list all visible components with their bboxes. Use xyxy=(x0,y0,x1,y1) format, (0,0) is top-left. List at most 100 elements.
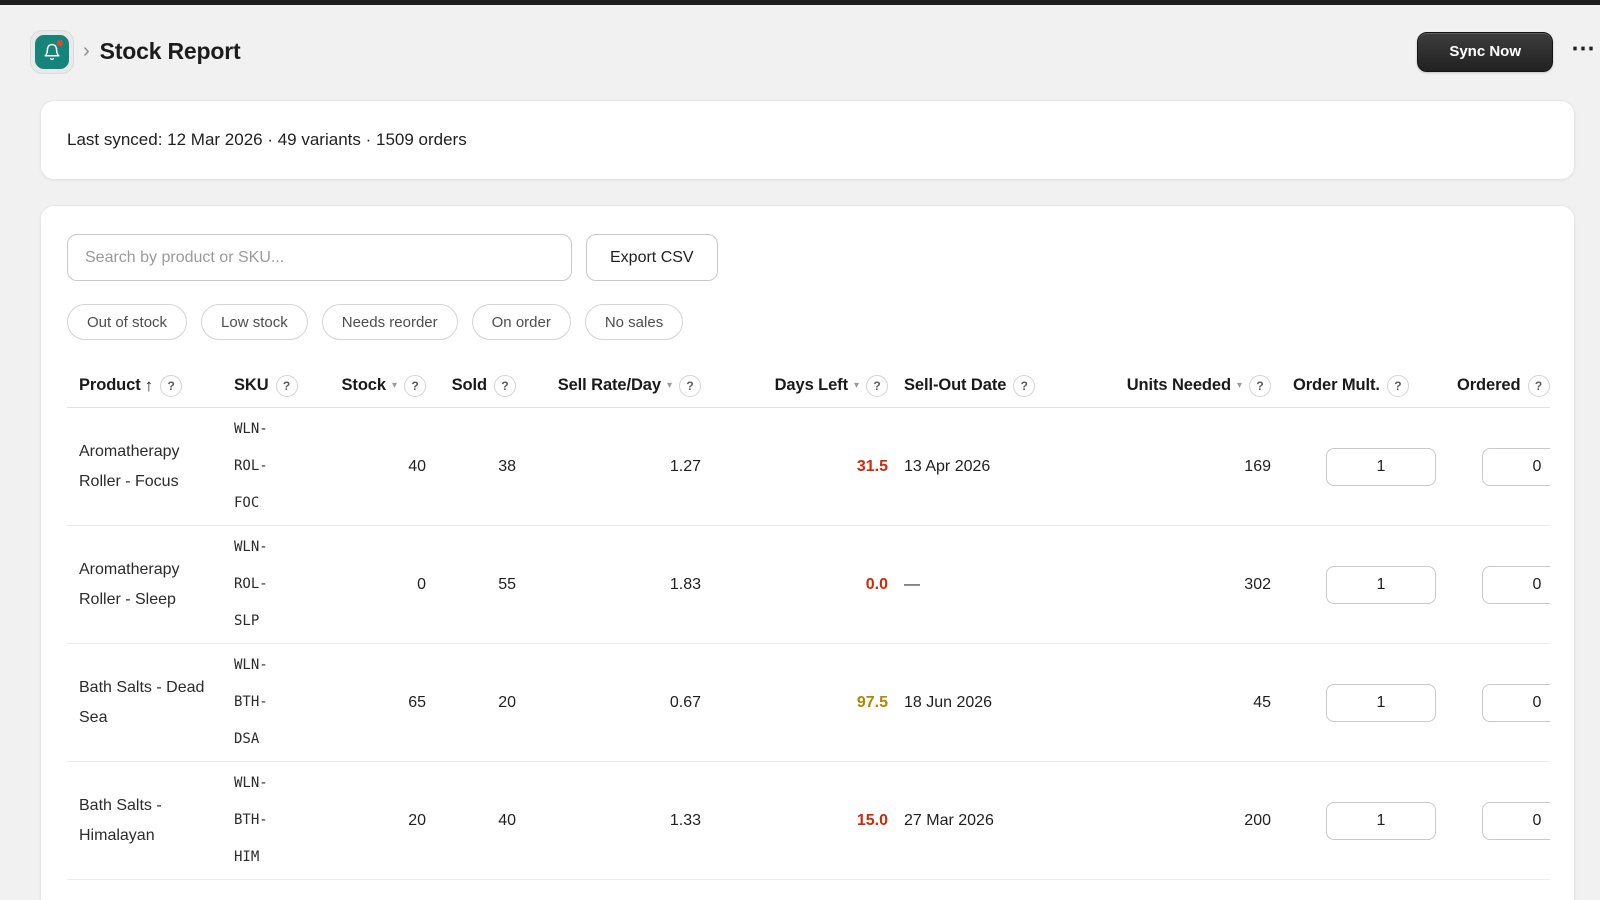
order-mult-input[interactable] xyxy=(1326,447,1436,486)
order-mult-cell xyxy=(1276,683,1438,722)
column-header-units-needed[interactable]: Units Needed ▾ ? xyxy=(1061,374,1276,397)
help-icon[interactable]: ? xyxy=(679,374,701,397)
sell-rate-value: 0.67 xyxy=(669,693,701,711)
column-header-sold[interactable]: Sold ? xyxy=(433,374,524,397)
filter-chip[interactable]: On order xyxy=(471,304,571,340)
stock-value: 0 xyxy=(417,575,426,593)
sold-value: 38 xyxy=(498,457,516,475)
sold-value: 20 xyxy=(498,693,516,711)
sell-out-date-value: 18 Jun 2026 xyxy=(904,693,993,711)
sold-value: 55 xyxy=(498,575,516,593)
filter-chips: Out of stock Low stock Needs reorder On … xyxy=(67,304,1574,340)
column-header-order-mult[interactable]: Order Mult. ? xyxy=(1276,374,1438,397)
help-icon[interactable]: ? xyxy=(1527,374,1550,397)
ordered-cell xyxy=(1438,447,1550,486)
bell-icon xyxy=(35,34,69,69)
column-header-ordered[interactable]: Ordered ? xyxy=(1438,374,1550,397)
product-sku: WLN-BTH-HIM xyxy=(234,775,268,865)
sort-arrow-icon: ▾ xyxy=(1236,380,1242,391)
stock-value: 65 xyxy=(408,693,426,711)
ordered-cell xyxy=(1438,565,1550,604)
help-icon[interactable]: ? xyxy=(1386,374,1409,397)
column-header-product[interactable]: Product ↑ ? xyxy=(67,374,219,397)
order-mult-cell xyxy=(1276,447,1438,486)
sort-arrow-icon: ↑ xyxy=(144,375,154,395)
product-name: Bath Salts - Himalayan xyxy=(79,796,162,844)
help-icon[interactable]: ? xyxy=(866,374,888,397)
order-mult-input[interactable] xyxy=(1326,801,1436,840)
days-left-value: 97.5 xyxy=(856,693,888,711)
column-header-sell-out-date[interactable]: Sell-Out Date ? xyxy=(891,374,1061,397)
notification-dot xyxy=(57,39,63,46)
browser-top-strip xyxy=(0,0,1600,5)
ordered-input[interactable] xyxy=(1482,565,1550,604)
units-needed-value: 200 xyxy=(1244,811,1271,829)
table-row: Bath Salts - Dead Sea WLN-BTH-DSA 65 20 … xyxy=(67,644,1550,762)
order-mult-cell xyxy=(1276,565,1438,604)
help-icon[interactable]: ? xyxy=(404,374,426,397)
more-actions-button[interactable]: ⋯ xyxy=(1571,34,1596,62)
units-needed-value: 45 xyxy=(1253,693,1271,711)
ordered-cell xyxy=(1438,801,1550,840)
table-row: Bath Salts - Himalayan WLN-BTH-HIM 20 40… xyxy=(67,762,1550,880)
sort-arrow-icon: ▾ xyxy=(391,380,397,391)
order-mult-input[interactable] xyxy=(1326,683,1436,722)
units-needed-value: 302 xyxy=(1244,575,1271,593)
order-mult-cell xyxy=(1276,801,1438,840)
product-name: Aromatherapy Roller - Focus xyxy=(79,442,180,490)
help-icon[interactable]: ? xyxy=(160,374,183,397)
product-name: Bath Salts - Dead Sea xyxy=(79,678,205,726)
sell-out-date-value: — xyxy=(904,575,920,593)
filter-chip[interactable]: Needs reorder xyxy=(321,304,458,340)
sync-info-card: Last synced: 12 Mar 2026 · 49 variants ·… xyxy=(40,100,1575,180)
table-toolbar: Export CSV xyxy=(67,234,1574,281)
sell-rate-value: 1.33 xyxy=(669,811,701,829)
header-actions: Sync Now ⋯ xyxy=(1417,31,1596,72)
filter-chip[interactable]: Low stock xyxy=(201,304,308,340)
ordered-input[interactable] xyxy=(1482,801,1550,840)
table-header-row: Product ↑ ? SKU ? Stock ▾ ? Sold ? Sell … xyxy=(67,364,1550,408)
units-needed-value: 169 xyxy=(1244,457,1271,475)
sort-arrow-icon: ▾ xyxy=(853,380,859,391)
stock-value: 20 xyxy=(408,811,426,829)
sell-rate-value: 1.27 xyxy=(669,457,701,475)
search-input[interactable] xyxy=(67,234,572,281)
sync-now-button[interactable]: Sync Now xyxy=(1417,31,1553,72)
filter-chip[interactable]: Out of stock xyxy=(67,304,188,340)
table-row: Aromatherapy Roller - Focus WLN-ROL-FOC … xyxy=(67,408,1550,526)
help-icon[interactable]: ? xyxy=(1013,374,1036,397)
sold-value: 40 xyxy=(498,811,516,829)
ordered-input[interactable] xyxy=(1482,447,1550,486)
column-header-sku[interactable]: SKU ? xyxy=(219,374,311,397)
sell-out-date-value: 27 Mar 2026 xyxy=(904,811,994,829)
ordered-input[interactable] xyxy=(1482,683,1550,722)
stock-value: 40 xyxy=(408,457,426,475)
breadcrumb-chevron-icon: › xyxy=(83,40,90,62)
app-icon-button[interactable] xyxy=(30,29,74,74)
last-synced-text: Last synced: 12 Mar 2026 · 49 variants ·… xyxy=(67,130,467,149)
product-sku: WLN-ROL-SLP xyxy=(234,539,268,629)
page-title: Stock Report xyxy=(99,38,241,64)
stock-table: Product ↑ ? SKU ? Stock ▾ ? Sold ? Sell … xyxy=(67,364,1550,880)
product-name: Aromatherapy Roller - Sleep xyxy=(79,560,180,608)
filter-chip[interactable]: No sales xyxy=(584,304,684,340)
help-icon[interactable]: ? xyxy=(494,374,516,397)
column-header-days-left[interactable]: Days Left ▾ ? xyxy=(708,374,891,397)
stock-table-card: Export CSV Out of stock Low stock Needs … xyxy=(40,205,1575,900)
page-header: › Stock Report Sync Now ⋯ xyxy=(0,5,1600,96)
column-header-sell-rate[interactable]: Sell Rate/Day ▾ ? xyxy=(524,374,708,397)
table-row: Aromatherapy Roller - Sleep WLN-ROL-SLP … xyxy=(67,526,1550,644)
help-icon[interactable]: ? xyxy=(275,374,298,397)
days-left-value: 31.5 xyxy=(856,457,888,475)
export-csv-button[interactable]: Export CSV xyxy=(586,234,718,281)
product-sku: WLN-ROL-FOC xyxy=(234,421,268,511)
ordered-cell xyxy=(1438,683,1550,722)
days-left-value: 0.0 xyxy=(865,575,888,593)
product-sku: WLN-BTH-DSA xyxy=(234,657,268,747)
order-mult-input[interactable] xyxy=(1326,565,1436,604)
sell-out-date-value: 13 Apr 2026 xyxy=(904,457,991,475)
help-icon[interactable]: ? xyxy=(1249,374,1271,397)
sell-rate-value: 1.83 xyxy=(669,575,701,593)
days-left-value: 15.0 xyxy=(856,811,888,829)
column-header-stock[interactable]: Stock ▾ ? xyxy=(311,374,433,397)
